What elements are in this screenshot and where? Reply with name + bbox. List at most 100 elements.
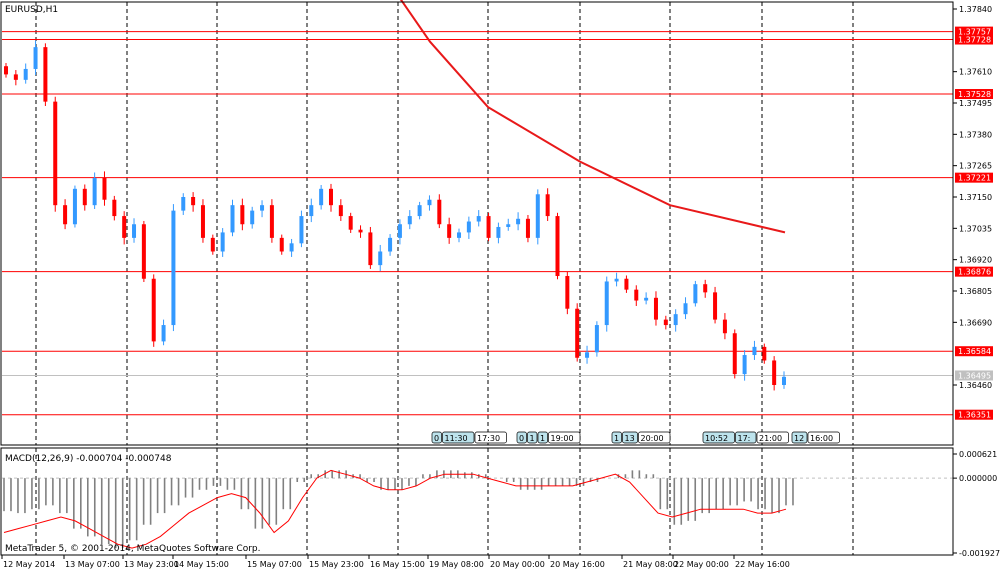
macd-label: MACD(12,26,9) -0.000704 -0.000748: [5, 454, 172, 464]
level-price-tag-label: 1.36876: [958, 268, 991, 277]
panel-frames: [0, 1, 954, 556]
time-marker-label: 16:00: [810, 434, 833, 443]
level-price-tag-label: 1.37528: [958, 90, 991, 99]
level-price-tag: [955, 172, 993, 183]
time-marker-chip: [735, 431, 757, 444]
copyright-text: MetaTrader 5, © 2001-2014, MetaQuotes So…: [5, 544, 261, 554]
candle-body: [437, 199, 442, 225]
candle-body: [43, 47, 48, 102]
main-grid: [35, 2, 854, 555]
candle-body: [289, 243, 294, 252]
level-price-tag-label: 1.36584: [958, 347, 991, 356]
time-marker-label: 20:00: [641, 434, 664, 443]
price-tick-label: 1.36805: [959, 287, 992, 296]
candle-body: [663, 319, 668, 326]
candle-body: [693, 284, 698, 304]
price-tick-label: 1.37265: [959, 162, 992, 171]
candle-body: [72, 188, 77, 225]
time-marker-label: 0: [434, 434, 439, 443]
time-marker-label: 1: [530, 434, 535, 443]
level-price-tag-label: 1.36351: [958, 411, 991, 420]
candle-body: [13, 74, 18, 80]
candle-body: [575, 308, 580, 358]
time-marker-chip: [516, 431, 527, 444]
time-tick-label: 15 May 07:00: [247, 560, 302, 569]
candle-body: [772, 360, 777, 385]
candle-body: [653, 297, 658, 320]
time-marker-chip: [638, 431, 671, 444]
candle-body: [644, 297, 649, 301]
candle-body: [732, 333, 737, 375]
moving-average: [399, 0, 786, 234]
candle-body: [604, 281, 609, 326]
sub-panel-frame: [0, 447, 954, 556]
candle-body: [713, 292, 718, 320]
time-marker-label: 17:: [738, 434, 751, 443]
time-marker-label: 11:30: [445, 434, 468, 443]
main-panel-frame: [0, 1, 954, 446]
candle-body: [260, 205, 265, 211]
time-marker-chip: [756, 431, 789, 444]
time-marker-chip: [527, 431, 538, 444]
candle-body: [742, 355, 747, 375]
candle-body: [82, 188, 87, 206]
candle-body: [525, 218, 530, 238]
level-price-tag-label: 1.37728: [958, 36, 991, 45]
candle-body: [151, 278, 156, 342]
time-marker-label: 12: [794, 434, 804, 443]
time-tick-label: 21 May 08:00: [623, 560, 678, 569]
time-tick-label: 16 May 15:00: [370, 560, 425, 569]
candle-body: [358, 229, 363, 233]
level-price-tag-label: 1.37221: [958, 174, 991, 183]
candle-body: [565, 276, 570, 309]
candle-body: [269, 205, 274, 238]
candle-body: [132, 224, 137, 238]
candle-body: [220, 232, 225, 252]
level-price-tag: [955, 34, 993, 45]
candle-body: [102, 177, 107, 200]
candle-body: [506, 224, 511, 227]
candle-body: [486, 216, 491, 238]
symbol-label: EURUSD,H1: [5, 5, 58, 15]
moving-average-line: [399, 0, 786, 234]
candle-body: [683, 303, 688, 315]
candle-body: [161, 325, 166, 342]
candle-body: [545, 194, 550, 217]
macd-tick-label: -0.001927: [959, 549, 1000, 558]
time-tick-label: 13 May 07:00: [65, 560, 120, 569]
time-marker-chip: [611, 431, 622, 444]
candle-body: [752, 346, 757, 356]
candle-body: [407, 216, 412, 225]
candle-body: [634, 289, 639, 301]
candle-body: [516, 218, 521, 225]
price-tick-label: 1.37495: [959, 99, 992, 108]
candle-body: [417, 205, 422, 217]
candle-body: [63, 205, 68, 225]
time-tick-label: 19 May 08:00: [429, 560, 484, 569]
candle-body: [23, 68, 28, 80]
candle-body: [496, 226, 501, 238]
price-tick-label: 1.36690: [959, 318, 992, 327]
candle-body: [427, 199, 432, 206]
candle-body: [4, 66, 8, 75]
candle-body: [210, 237, 215, 252]
price-tick-label: 1.36460: [959, 381, 992, 390]
candle-body: [782, 376, 786, 385]
candle-body: [141, 224, 146, 279]
candle-body: [240, 205, 245, 225]
macd-tick-label: 0.000000: [959, 474, 997, 483]
level-price-tag: [955, 346, 993, 357]
time-marker-chip: [442, 431, 475, 444]
candle-body: [348, 216, 353, 230]
time-markers: 0 11:30 17:30 0 1 1 19:00 1 13 20:00 10:52 17: 21:00…: [431, 431, 840, 444]
candle-body: [191, 197, 196, 206]
price-tick-label: 1.37840: [959, 5, 992, 14]
candle-body: [338, 205, 343, 217]
time-marker-chip: [474, 431, 507, 444]
candle-body: [112, 199, 117, 217]
price-tick-label: 1.37610: [959, 68, 992, 77]
time-tick-label: 13 May 23:00: [124, 560, 179, 569]
level-price-tag: [955, 26, 993, 37]
candle-body: [594, 325, 599, 353]
